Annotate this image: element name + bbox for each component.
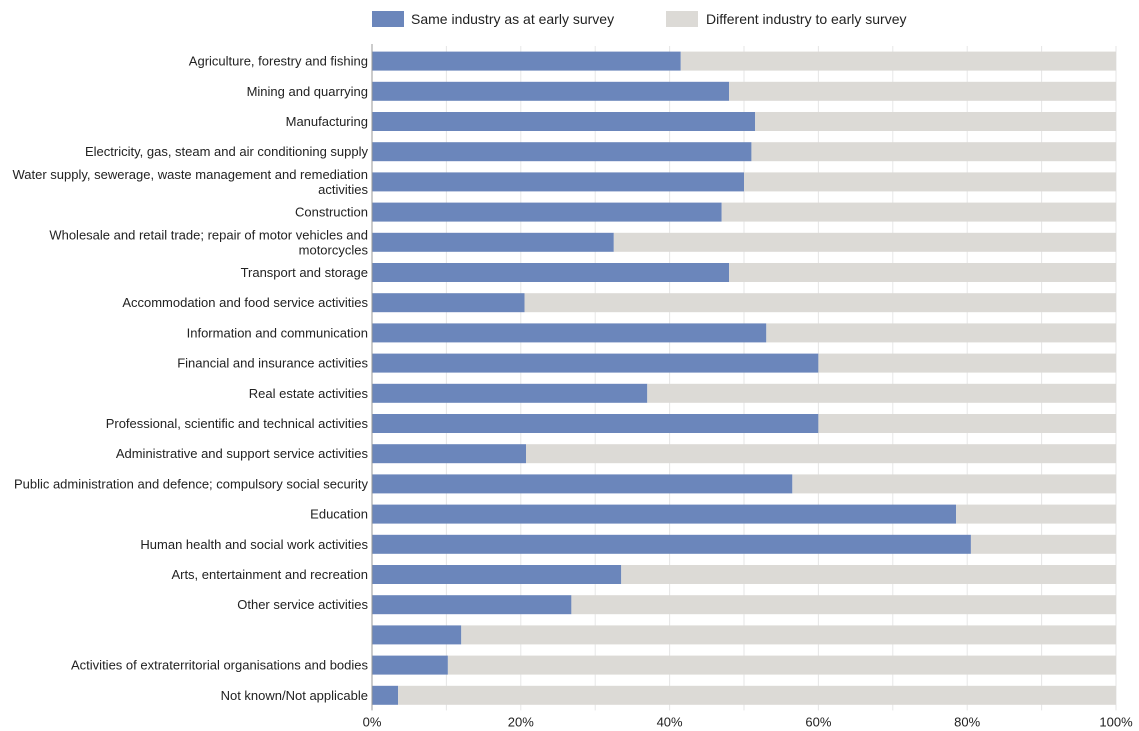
- bar-same-industry[interactable]: [372, 414, 819, 433]
- legend-swatch-different[interactable]: [666, 11, 698, 27]
- bars: [372, 51, 1116, 705]
- bar-same-industry[interactable]: [372, 625, 462, 645]
- bar-different-industry[interactable]: [647, 383, 1116, 403]
- legend[interactable]: Same industry as at early survey Differe…: [372, 11, 907, 27]
- x-tick-label: 40%: [657, 714, 683, 729]
- bar-different-industry[interactable]: [970, 534, 1116, 554]
- bar-same-industry[interactable]: [372, 444, 527, 464]
- category-label: Activities of extraterritorial organisat…: [71, 658, 368, 673]
- category-label: Education: [310, 507, 368, 522]
- category-label: Human health and social work activities: [140, 537, 368, 552]
- bar-different-industry[interactable]: [792, 474, 1116, 494]
- bar-same-industry[interactable]: [372, 565, 622, 584]
- category-label: Manufacturing: [286, 114, 368, 129]
- category-label: Transport and storage: [241, 265, 368, 280]
- legend-swatch-same[interactable]: [372, 11, 404, 27]
- bar-same-industry[interactable]: [372, 232, 614, 252]
- bar-different-industry[interactable]: [447, 655, 1116, 675]
- bar-same-industry[interactable]: [372, 685, 399, 705]
- bar-different-industry[interactable]: [721, 202, 1116, 222]
- bar-same-industry[interactable]: [372, 655, 448, 675]
- bar-same-industry[interactable]: [372, 112, 756, 131]
- category-label: Other service activities: [237, 597, 368, 612]
- bar-different-industry[interactable]: [524, 293, 1116, 313]
- bar-different-industry[interactable]: [766, 323, 1116, 343]
- category-label: Financial and insurance activities: [177, 356, 368, 371]
- bar-different-industry[interactable]: [398, 685, 1116, 705]
- bar-same-industry[interactable]: [372, 81, 730, 101]
- x-axis: 0% 20% 40% 60% 80% 100%: [363, 44, 1133, 729]
- bar-same-industry[interactable]: [372, 353, 819, 373]
- x-tick-label: 0%: [363, 714, 382, 729]
- category-label: Administrative and support service activ…: [116, 446, 369, 461]
- bar-same-industry[interactable]: [372, 202, 722, 222]
- category-label: Information and communication: [187, 325, 368, 340]
- x-tick-label: 20%: [508, 714, 534, 729]
- bar-same-industry[interactable]: [372, 504, 957, 524]
- bar-same-industry[interactable]: [372, 534, 971, 554]
- category-label: Not known/Not applicable: [221, 688, 368, 703]
- bar-different-industry[interactable]: [621, 565, 1116, 584]
- category-label: Agriculture, forestry and fishing: [189, 54, 368, 69]
- category-label: Water supply, sewerage, waste management…: [12, 167, 368, 197]
- bar-same-industry[interactable]: [372, 142, 752, 162]
- bar-different-industry[interactable]: [729, 263, 1116, 282]
- bar-different-industry[interactable]: [755, 112, 1116, 131]
- bar-same-industry[interactable]: [372, 293, 525, 313]
- bar-different-industry[interactable]: [818, 414, 1116, 433]
- category-label: Arts, entertainment and recreation: [171, 567, 368, 582]
- legend-label-different[interactable]: Different industry to early survey: [706, 11, 907, 27]
- x-tick-label: 80%: [954, 714, 980, 729]
- bar-different-industry[interactable]: [461, 625, 1116, 645]
- category-label: Electricity, gas, steam and air conditio…: [85, 144, 369, 159]
- bar-same-industry[interactable]: [372, 51, 681, 71]
- category-label: Construction: [295, 205, 368, 220]
- bar-different-industry[interactable]: [751, 142, 1116, 162]
- bar-different-industry[interactable]: [680, 51, 1116, 71]
- bar-different-industry[interactable]: [818, 353, 1116, 373]
- category-label: Mining and quarrying: [247, 84, 368, 99]
- category-label: Public administration and defence; compu…: [14, 476, 369, 491]
- category-label: Accommodation and food service activitie…: [122, 295, 368, 310]
- category-label: Wholesale and retail trade; repair of mo…: [49, 227, 368, 257]
- bar-same-industry[interactable]: [372, 474, 793, 494]
- bar-different-industry[interactable]: [613, 232, 1116, 252]
- bar-same-industry[interactable]: [372, 172, 744, 192]
- bar-different-industry[interactable]: [744, 172, 1116, 192]
- bar-different-industry[interactable]: [729, 81, 1116, 101]
- bar-different-industry[interactable]: [571, 595, 1116, 615]
- bar-same-industry[interactable]: [372, 323, 767, 343]
- legend-label-same[interactable]: Same industry as at early survey: [411, 11, 614, 27]
- bar-same-industry[interactable]: [372, 595, 572, 615]
- category-label: Real estate activities: [249, 386, 369, 401]
- x-tick-label: 60%: [805, 714, 831, 729]
- bar-same-industry[interactable]: [372, 383, 648, 403]
- x-tick-label: 100%: [1099, 714, 1133, 729]
- category-label: Professional, scientific and technical a…: [106, 416, 369, 431]
- category-labels: Agriculture, forestry and fishing Mining …: [12, 54, 368, 703]
- bar-same-industry[interactable]: [372, 263, 730, 282]
- bar-different-industry[interactable]: [526, 444, 1116, 464]
- bar-different-industry[interactable]: [956, 504, 1116, 524]
